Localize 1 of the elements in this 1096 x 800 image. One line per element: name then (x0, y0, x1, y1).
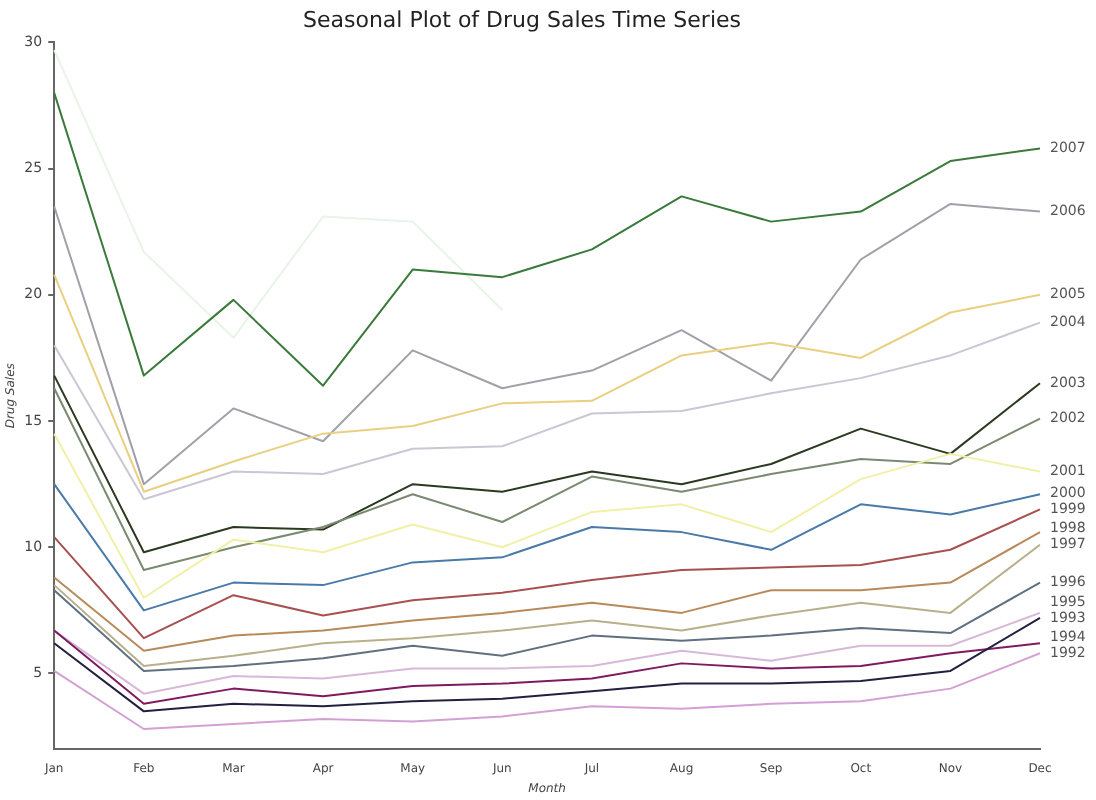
chart-title: Seasonal Plot of Drug Sales Time Series (302, 6, 742, 33)
